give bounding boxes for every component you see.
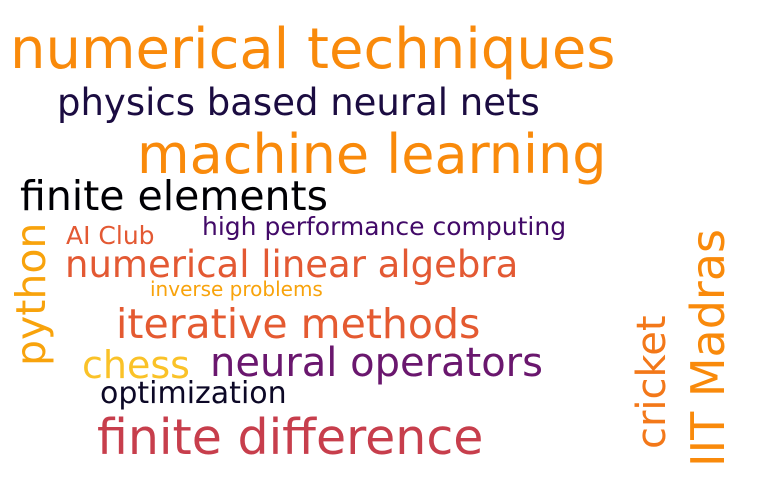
word-inverse-problems: inverse problems xyxy=(150,277,323,301)
word-neural-operators: neural operators xyxy=(210,340,543,386)
word-numerical-linear-algebra: numerical linear algebra xyxy=(65,243,519,286)
word-python: python xyxy=(7,222,55,366)
word-high-performance-computing: high performance computing xyxy=(202,212,567,241)
word-cricket: cricket xyxy=(629,315,675,449)
word-finite-elements: finite elements xyxy=(20,172,328,220)
word-optimization: optimization xyxy=(100,376,287,411)
word-finite-difference: finite difference xyxy=(97,409,484,466)
word-chess: chess xyxy=(82,343,190,387)
word-physics-based-neural-nets: physics based neural nets xyxy=(57,81,540,124)
word-iterative-methods: iterative methods xyxy=(116,300,481,348)
word-numerical-techniques: numerical techniques xyxy=(10,17,616,82)
word-iit-madras: IIT Madras xyxy=(681,229,735,467)
word-ai-club: AI Club xyxy=(66,221,155,250)
word-machine-learning: machine learning xyxy=(137,123,607,186)
